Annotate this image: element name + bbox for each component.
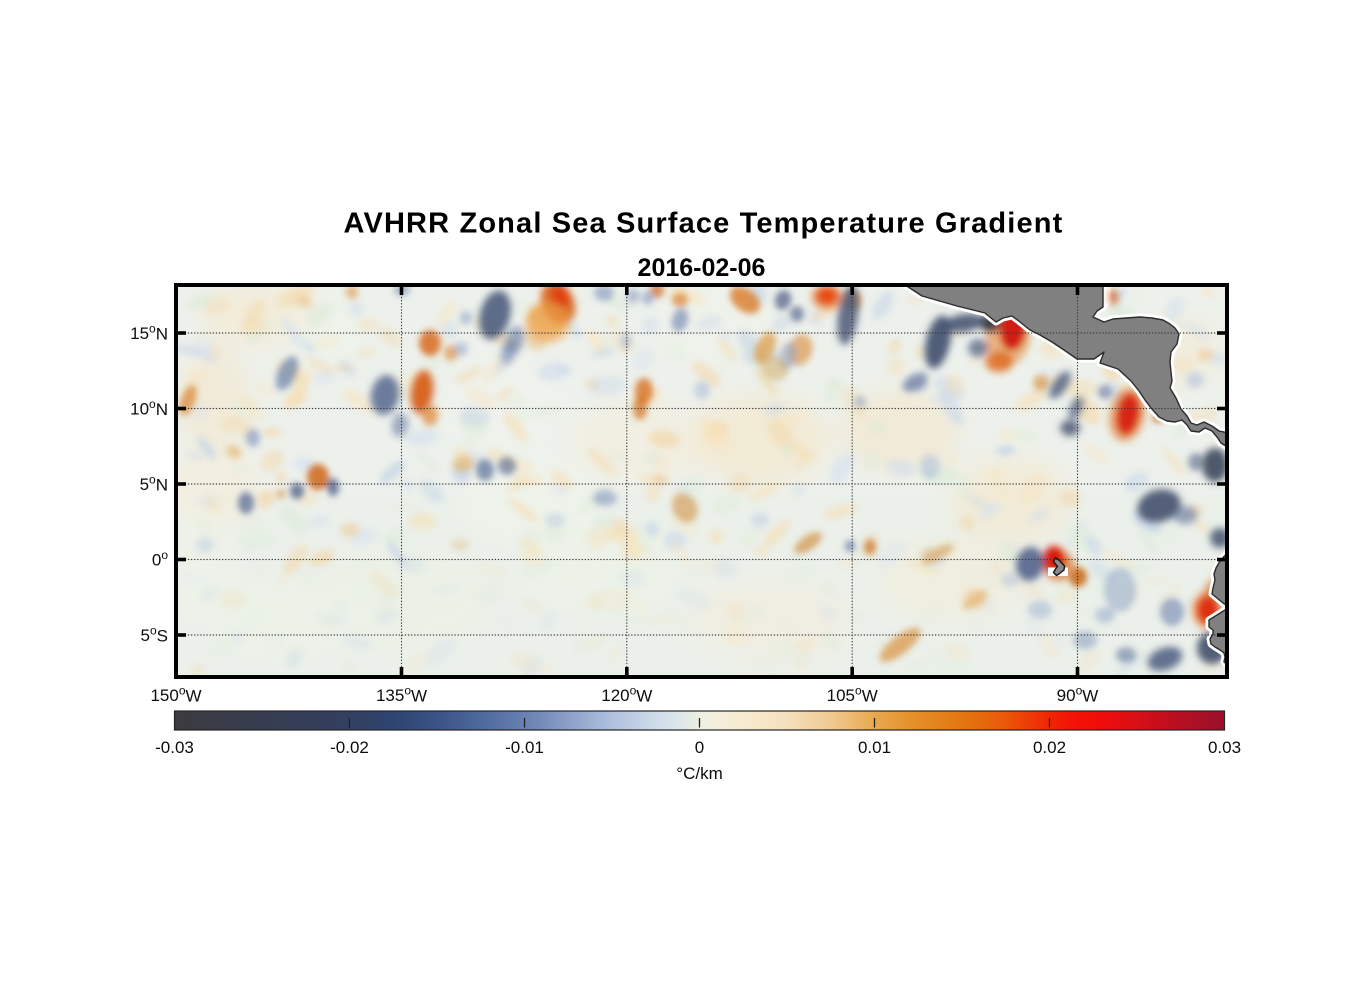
- svg-text:150oW: 150oW: [150, 684, 201, 706]
- svg-text:0o: 0o: [152, 548, 168, 570]
- svg-text:15oN: 15oN: [130, 322, 168, 344]
- svg-text:0: 0: [695, 738, 704, 757]
- svg-text:AVHRR Zonal Sea Surface Temper: AVHRR Zonal Sea Surface Temperature Grad…: [344, 208, 1064, 240]
- svg-text:0.02: 0.02: [1033, 738, 1066, 757]
- svg-text:10oN: 10oN: [130, 397, 168, 419]
- svg-text:0.03: 0.03: [1208, 738, 1241, 757]
- svg-text:2016-02-06: 2016-02-06: [638, 254, 766, 282]
- svg-text:5oS: 5oS: [141, 624, 169, 646]
- svg-text:0.01: 0.01: [858, 738, 891, 757]
- svg-text:-0.02: -0.02: [330, 738, 369, 757]
- svg-text:105oW: 105oW: [827, 684, 878, 706]
- svg-text:5oN: 5oN: [140, 473, 168, 495]
- svg-text:135oW: 135oW: [376, 684, 427, 706]
- svg-text:120oW: 120oW: [601, 684, 652, 706]
- svg-text:°C/km: °C/km: [676, 764, 722, 783]
- svg-text:-0.01: -0.01: [505, 738, 544, 757]
- svg-text:-0.03: -0.03: [155, 738, 194, 757]
- svg-text:90oW: 90oW: [1057, 684, 1099, 706]
